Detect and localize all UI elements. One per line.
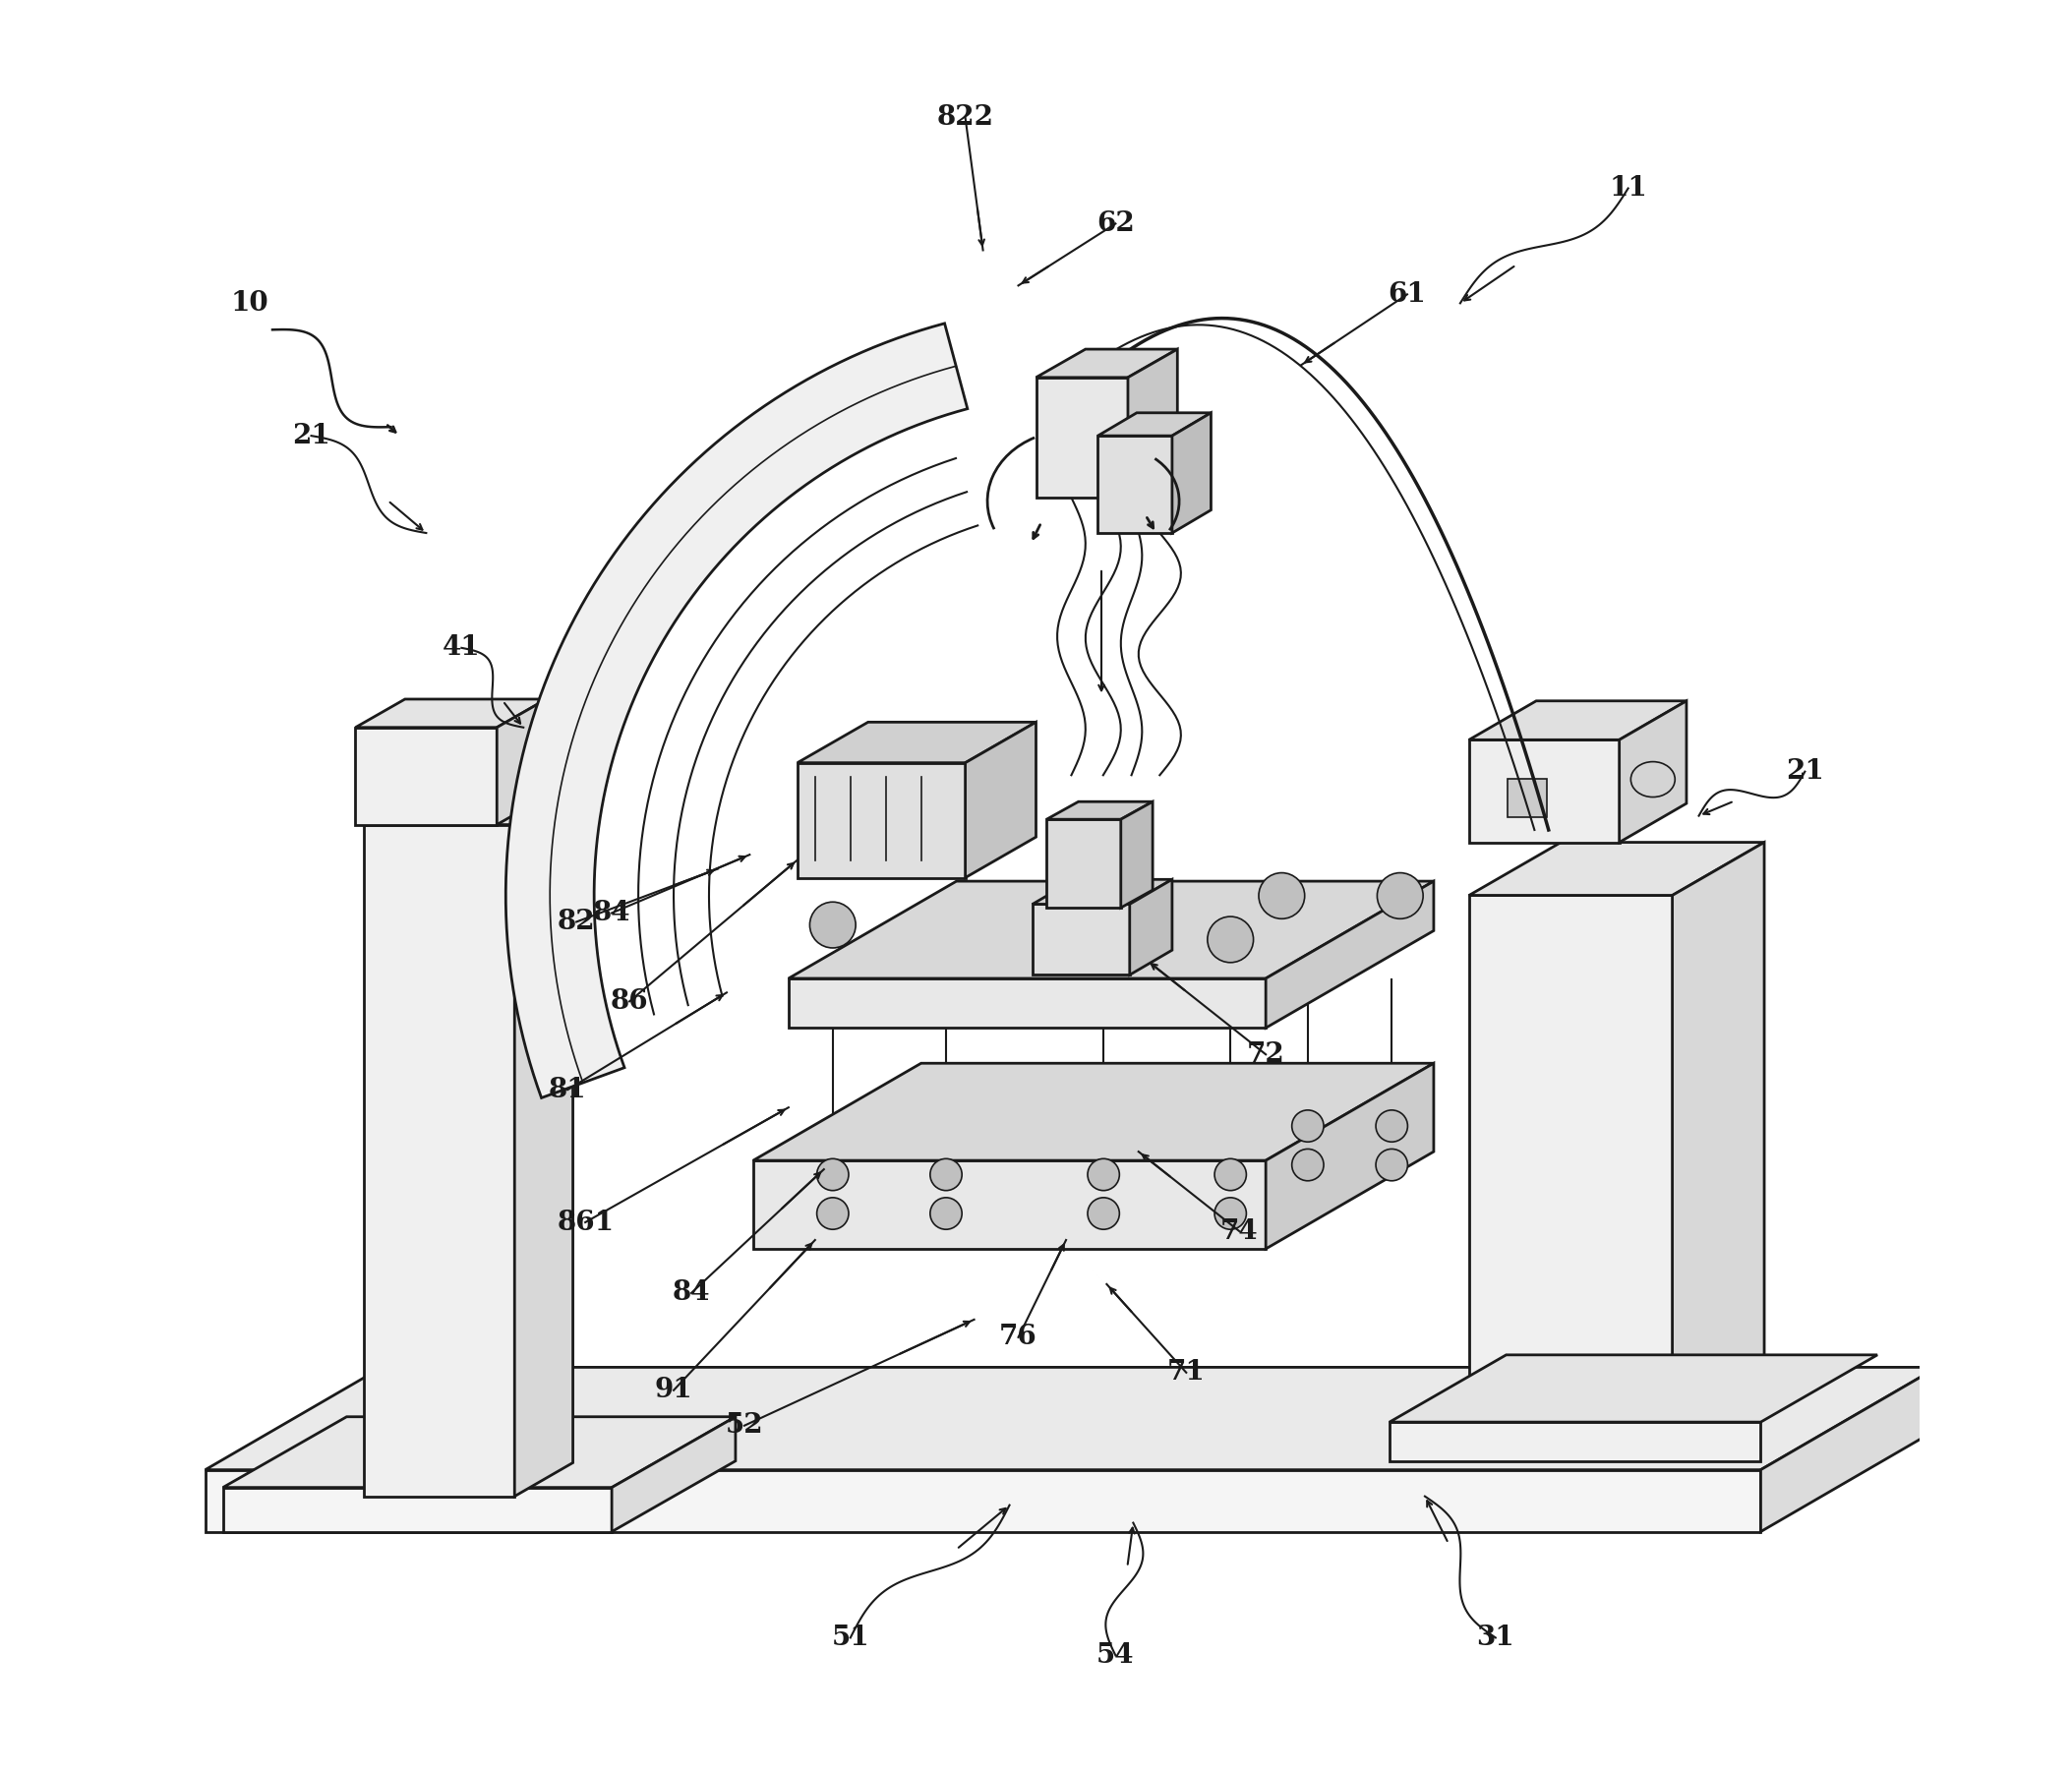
Polygon shape <box>798 722 1036 762</box>
Polygon shape <box>1469 739 1620 842</box>
Polygon shape <box>1127 349 1177 498</box>
Circle shape <box>816 1160 850 1190</box>
Circle shape <box>1088 897 1133 943</box>
Polygon shape <box>1098 413 1210 436</box>
Text: 11: 11 <box>1610 176 1647 202</box>
Polygon shape <box>1129 879 1173 975</box>
Polygon shape <box>611 1417 736 1532</box>
Polygon shape <box>1173 413 1210 534</box>
Text: 86: 86 <box>611 988 649 1014</box>
Text: 76: 76 <box>999 1324 1038 1351</box>
Text: 84: 84 <box>673 1280 711 1307</box>
Circle shape <box>816 1197 850 1229</box>
Polygon shape <box>1469 842 1763 895</box>
Polygon shape <box>754 1161 1266 1248</box>
Polygon shape <box>1620 700 1687 842</box>
Text: 21: 21 <box>292 422 329 449</box>
Text: 52: 52 <box>725 1413 762 1440</box>
Polygon shape <box>1046 819 1121 908</box>
Text: 861: 861 <box>557 1209 613 1236</box>
Polygon shape <box>224 1488 611 1532</box>
Polygon shape <box>365 824 514 1496</box>
Polygon shape <box>497 699 547 824</box>
Circle shape <box>1214 1160 1247 1190</box>
Polygon shape <box>514 791 572 1496</box>
Circle shape <box>1378 872 1423 918</box>
Polygon shape <box>1036 349 1177 378</box>
Text: 84: 84 <box>593 899 630 926</box>
Polygon shape <box>1469 700 1687 739</box>
Text: 91: 91 <box>655 1378 692 1404</box>
Circle shape <box>1291 1110 1324 1142</box>
Text: 41: 41 <box>443 635 481 661</box>
Polygon shape <box>789 979 1266 1028</box>
Polygon shape <box>1761 1367 1937 1532</box>
Text: 82: 82 <box>557 908 595 934</box>
Text: 822: 822 <box>937 105 995 131</box>
Circle shape <box>930 1160 961 1190</box>
Polygon shape <box>224 1417 736 1488</box>
Polygon shape <box>356 727 497 824</box>
Text: 71: 71 <box>1167 1360 1206 1386</box>
Polygon shape <box>1046 801 1152 819</box>
Text: 51: 51 <box>831 1624 870 1651</box>
Polygon shape <box>365 791 572 824</box>
Polygon shape <box>1032 879 1173 904</box>
Polygon shape <box>966 722 1036 878</box>
Polygon shape <box>1121 801 1152 908</box>
Polygon shape <box>1469 895 1672 1425</box>
Polygon shape <box>1032 904 1129 975</box>
Polygon shape <box>798 762 966 878</box>
Text: 31: 31 <box>1477 1624 1515 1651</box>
Polygon shape <box>1266 881 1434 1028</box>
Polygon shape <box>789 881 1434 979</box>
Polygon shape <box>1390 1422 1761 1461</box>
Text: 54: 54 <box>1096 1642 1135 1668</box>
Circle shape <box>1214 1197 1247 1229</box>
Circle shape <box>1291 1149 1324 1181</box>
Polygon shape <box>205 1367 1937 1470</box>
Polygon shape <box>1036 378 1127 498</box>
Polygon shape <box>754 1064 1434 1161</box>
Polygon shape <box>506 323 968 1097</box>
Circle shape <box>810 902 856 949</box>
Circle shape <box>1258 872 1305 918</box>
Circle shape <box>1208 917 1254 963</box>
Polygon shape <box>1508 778 1548 817</box>
Text: 21: 21 <box>1786 759 1823 785</box>
Polygon shape <box>1266 1064 1434 1248</box>
Text: 10: 10 <box>230 291 269 317</box>
Text: 62: 62 <box>1096 211 1135 238</box>
Polygon shape <box>1390 1355 1877 1422</box>
Text: 61: 61 <box>1388 282 1426 309</box>
Polygon shape <box>1672 842 1763 1425</box>
Circle shape <box>1088 1160 1119 1190</box>
Polygon shape <box>1098 436 1173 534</box>
Circle shape <box>1088 1197 1119 1229</box>
Circle shape <box>1376 1149 1407 1181</box>
Polygon shape <box>356 699 547 727</box>
Text: 74: 74 <box>1220 1218 1258 1245</box>
Text: 81: 81 <box>549 1076 586 1103</box>
Circle shape <box>1376 1110 1407 1142</box>
Text: 72: 72 <box>1247 1041 1285 1067</box>
Polygon shape <box>205 1470 1761 1532</box>
Circle shape <box>930 1197 961 1229</box>
